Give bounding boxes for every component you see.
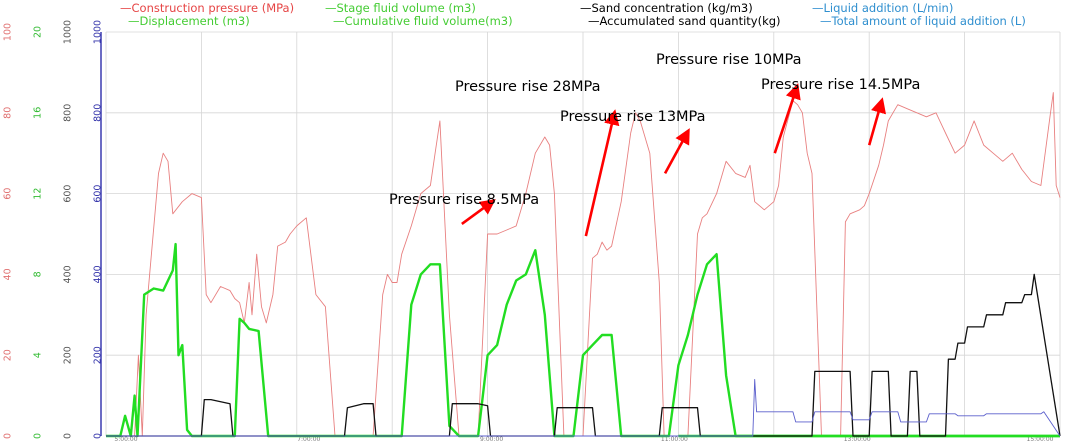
chart-series <box>106 92 1061 438</box>
series-line-sand-concentration <box>106 273 1061 437</box>
axis-tick-label-pressure: 100 <box>3 23 14 41</box>
axis-tick-label-pressure: 20 <box>3 349 14 361</box>
chart-axes: 0204060801000481216200200400600800100002… <box>3 20 1054 443</box>
annotation-label: Pressure rise 28MPa <box>455 79 601 95</box>
annotation-arrow <box>663 128 690 175</box>
annotation-arrow <box>584 109 620 237</box>
legend-item-liquid_add: —Liquid addition (L/min) <box>812 1 954 15</box>
annotation-label: Pressure rise 10MPa <box>656 52 802 68</box>
axis-tick-label-liquid: 1000 <box>93 20 104 44</box>
axis-tick-label-displacement: 4 <box>33 352 44 358</box>
annotation-label: Pressure rise 14.5MPa <box>761 77 921 93</box>
legend-item-sand_conc: —Sand concentration (kg/m3) <box>580 1 753 15</box>
x-tick-label: 13:00:00 <box>844 436 871 443</box>
series-line-construction-pressure <box>106 92 1061 437</box>
axis-tick-label-sand: 600 <box>63 185 74 203</box>
axis-tick-label-sand: 1000 <box>63 20 74 44</box>
x-tick-label: 5:00:00 <box>114 436 137 443</box>
legend-item-cum_fluid: —Cumulative fluid volume(m3) <box>333 14 513 28</box>
annotation-label: Pressure rise 13MPa <box>560 109 706 125</box>
axis-tick-label-displacement: 20 <box>33 26 44 38</box>
x-tick-label: 15:00:00 <box>1027 436 1054 443</box>
axis-tick-label-sand: 400 <box>63 265 74 283</box>
legend-item-stage_fluid: —Stage fluid volume (m3) <box>325 1 476 15</box>
series-line-liquid-addition <box>106 378 1061 437</box>
axis-tick-label-displacement: 12 <box>33 188 44 200</box>
axis-tick-label-pressure: 0 <box>3 433 14 439</box>
axis-tick-label-liquid: 200 <box>93 346 104 364</box>
axis-tick-label-liquid: 400 <box>93 265 104 283</box>
legend-item-acc_sand: —Accumulated sand quantity(kg) <box>588 14 781 28</box>
annotation-label: Pressure rise 8.5MPa <box>389 192 540 208</box>
axis-tick-label-sand: 800 <box>63 104 74 122</box>
axis-tick-label-displacement: 0 <box>33 433 44 439</box>
axis-tick-label-sand: 0 <box>63 433 74 439</box>
chart-annotation-arrows <box>461 83 887 237</box>
axis-tick-label-pressure: 80 <box>3 107 14 119</box>
x-tick-label: 9:00:00 <box>480 436 503 443</box>
annotation-arrow <box>461 199 496 225</box>
axis-tick-label-sand: 200 <box>63 346 74 364</box>
x-tick-label: 11:00:00 <box>661 436 688 443</box>
axis-tick-label-liquid: 600 <box>93 185 104 203</box>
axis-tick-label-displacement: 16 <box>33 107 44 119</box>
legend-item-pressure: —Construction pressure (MPa) <box>120 1 295 15</box>
axis-tick-label-liquid: 800 <box>93 104 104 122</box>
axis-tick-label-pressure: 40 <box>3 268 14 280</box>
axis-tick-label-liquid: 0 <box>93 433 104 439</box>
x-tick-label: 7:00:00 <box>297 436 320 443</box>
legend-item-displacement: —Displacement (m3) <box>128 14 250 28</box>
axis-tick-label-displacement: 8 <box>33 271 44 277</box>
annotation-arrow <box>867 97 887 146</box>
annotation-arrow <box>773 83 801 154</box>
axis-tick-label-pressure: 60 <box>3 188 14 200</box>
legend-item-liquid_total: —Total amount of liquid addition (L) <box>820 14 1026 28</box>
